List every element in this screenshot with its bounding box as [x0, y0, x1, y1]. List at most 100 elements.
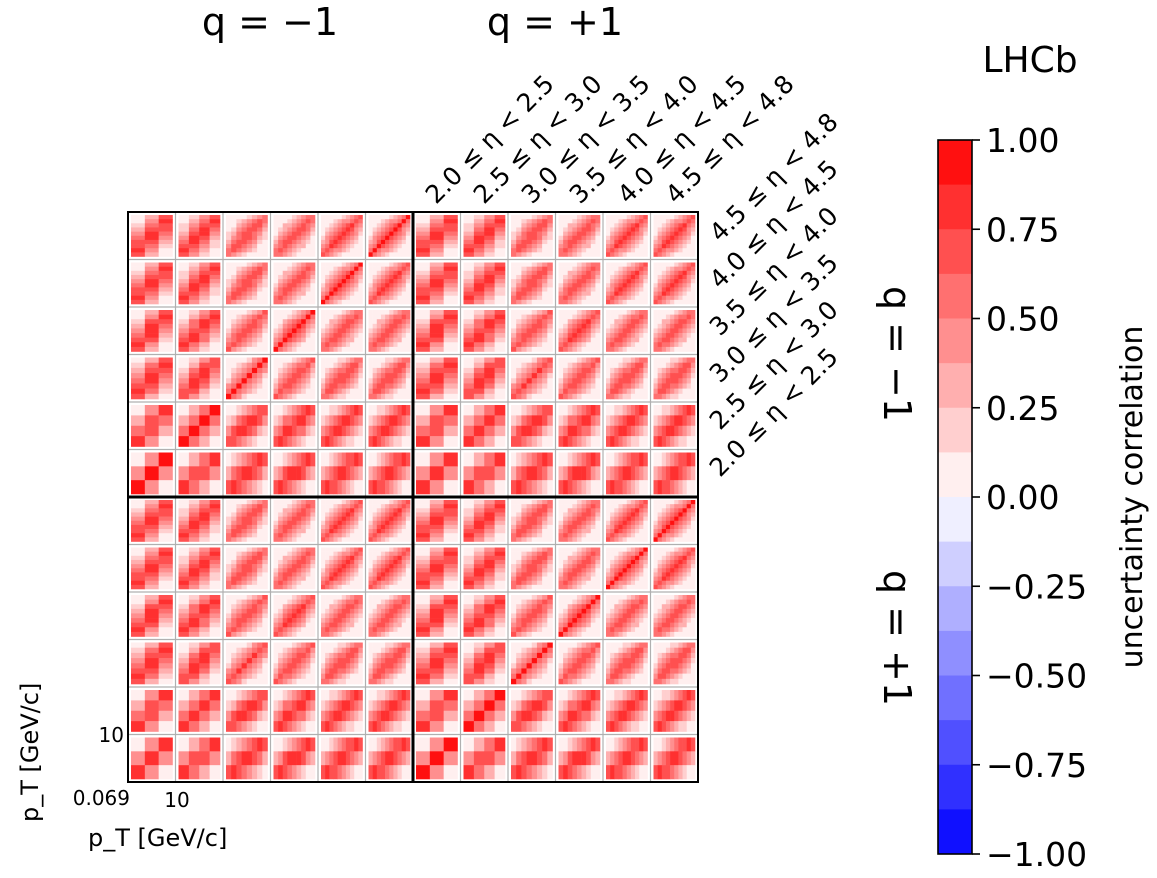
heatmap-cell [542, 252, 548, 257]
heatmap-cell [547, 274, 553, 280]
heatmap-cell [385, 504, 390, 509]
heatmap-cell [405, 500, 411, 505]
heatmap-cell [188, 547, 200, 552]
heatmap-cell [209, 584, 221, 590]
heatmap-cell [463, 388, 475, 395]
heatmap-cell [397, 244, 402, 249]
heatmap-cell [246, 215, 253, 220]
heatmap-cell [567, 239, 573, 245]
heatmap-cell [526, 223, 533, 228]
heatmap-cell [494, 362, 506, 369]
heatmap-cell [199, 627, 210, 633]
heatmap-cell [670, 383, 675, 389]
heatmap-cell [606, 415, 611, 427]
heatmap-cell [282, 223, 288, 228]
heatmap-cell [397, 231, 402, 237]
heatmap-cell [393, 508, 398, 513]
heatmap-cell [385, 219, 390, 224]
heatmap-cell [368, 388, 373, 395]
heatmap-cell [572, 270, 578, 276]
heatmap-cell [389, 346, 394, 352]
heatmap-cell [209, 337, 221, 343]
heatmap-cell [354, 328, 359, 334]
heatmap-cell [661, 466, 667, 481]
heatmap-cell [635, 227, 640, 232]
heatmap-cell [572, 480, 578, 495]
heatmap-cell [558, 357, 564, 363]
heatmap-cell [329, 346, 334, 352]
heatmap-cell [231, 373, 237, 379]
heatmap-cell [618, 342, 623, 348]
heatmap-cell [354, 595, 359, 600]
heatmap-cell [273, 576, 279, 581]
heatmap-cell [226, 231, 232, 237]
heatmap-cell [209, 295, 221, 301]
heatmap-cell [558, 466, 564, 481]
heatmap-cell [389, 425, 394, 437]
heatmap-cell [325, 504, 330, 509]
heatmap-cell [393, 547, 398, 552]
heatmap-cell [337, 378, 343, 384]
heatmap-cell [341, 559, 347, 565]
heatmap-cell [690, 299, 696, 305]
heatmap-cell [590, 215, 596, 220]
heatmap-cell [463, 323, 475, 329]
heatmap-cell [484, 405, 495, 416]
heatmap-cell [296, 219, 302, 224]
heatmap-cell [665, 388, 671, 395]
heatmap-cell [567, 291, 573, 296]
heatmap-cell [231, 266, 237, 272]
heatmap-cell [622, 223, 628, 228]
heatmap-cell [296, 235, 302, 241]
heatmap-cell [188, 219, 200, 224]
heatmap-cell [393, 357, 398, 363]
heatmap-cell [144, 287, 159, 292]
heatmap-cell [350, 452, 355, 467]
heatmap-cell [678, 262, 683, 267]
heatmap-cell [209, 568, 221, 573]
heatmap-cell [131, 227, 146, 232]
heatmap-cell [178, 328, 190, 334]
heatmap-cell [257, 244, 263, 249]
heatmap-cell [576, 266, 582, 272]
heatmap-cell [626, 299, 632, 305]
heatmap-cell [226, 613, 232, 619]
heatmap-cell [380, 584, 386, 590]
heatmap-cell [158, 622, 173, 628]
heatmap-cell [558, 219, 564, 224]
heatmap-cell [661, 279, 667, 284]
heatmap-cell [376, 378, 382, 384]
heatmap-cell [287, 367, 293, 374]
heatmap-cell [291, 383, 297, 389]
heatmap-cell [380, 231, 386, 237]
heatmap-cell [586, 215, 592, 220]
heatmap-cell [354, 262, 359, 267]
heatmap-cell [251, 568, 258, 573]
heatmap-cell [209, 291, 221, 296]
heatmap-cell [614, 367, 619, 374]
heatmap-cell [231, 346, 237, 352]
heatmap-cell [405, 323, 411, 329]
heatmap-cell [595, 287, 601, 292]
heatmap-cell [380, 564, 386, 569]
heatmap-cell [257, 239, 263, 245]
heatmap-cell [463, 480, 475, 495]
heatmap-cell [630, 383, 636, 389]
heatmap-cell [231, 219, 237, 224]
heatmap-cell [273, 219, 279, 224]
heatmap-cell [542, 244, 548, 249]
heatmap-cell [333, 333, 338, 338]
heatmap-cell [576, 314, 582, 320]
heatmap-cell [405, 551, 411, 557]
heatmap-cell [282, 551, 288, 557]
heatmap-cell [236, 405, 242, 416]
heatmap-cell [606, 314, 611, 320]
heatmap-cell [131, 466, 146, 481]
heatmap-cell [484, 328, 495, 334]
heatmap-cell [329, 547, 334, 552]
heatmap-cell [429, 346, 444, 352]
heatmap-cell [521, 436, 527, 447]
heatmap-cell [257, 248, 263, 253]
heatmap-cell [236, 584, 242, 590]
heatmap-cell [325, 295, 330, 301]
